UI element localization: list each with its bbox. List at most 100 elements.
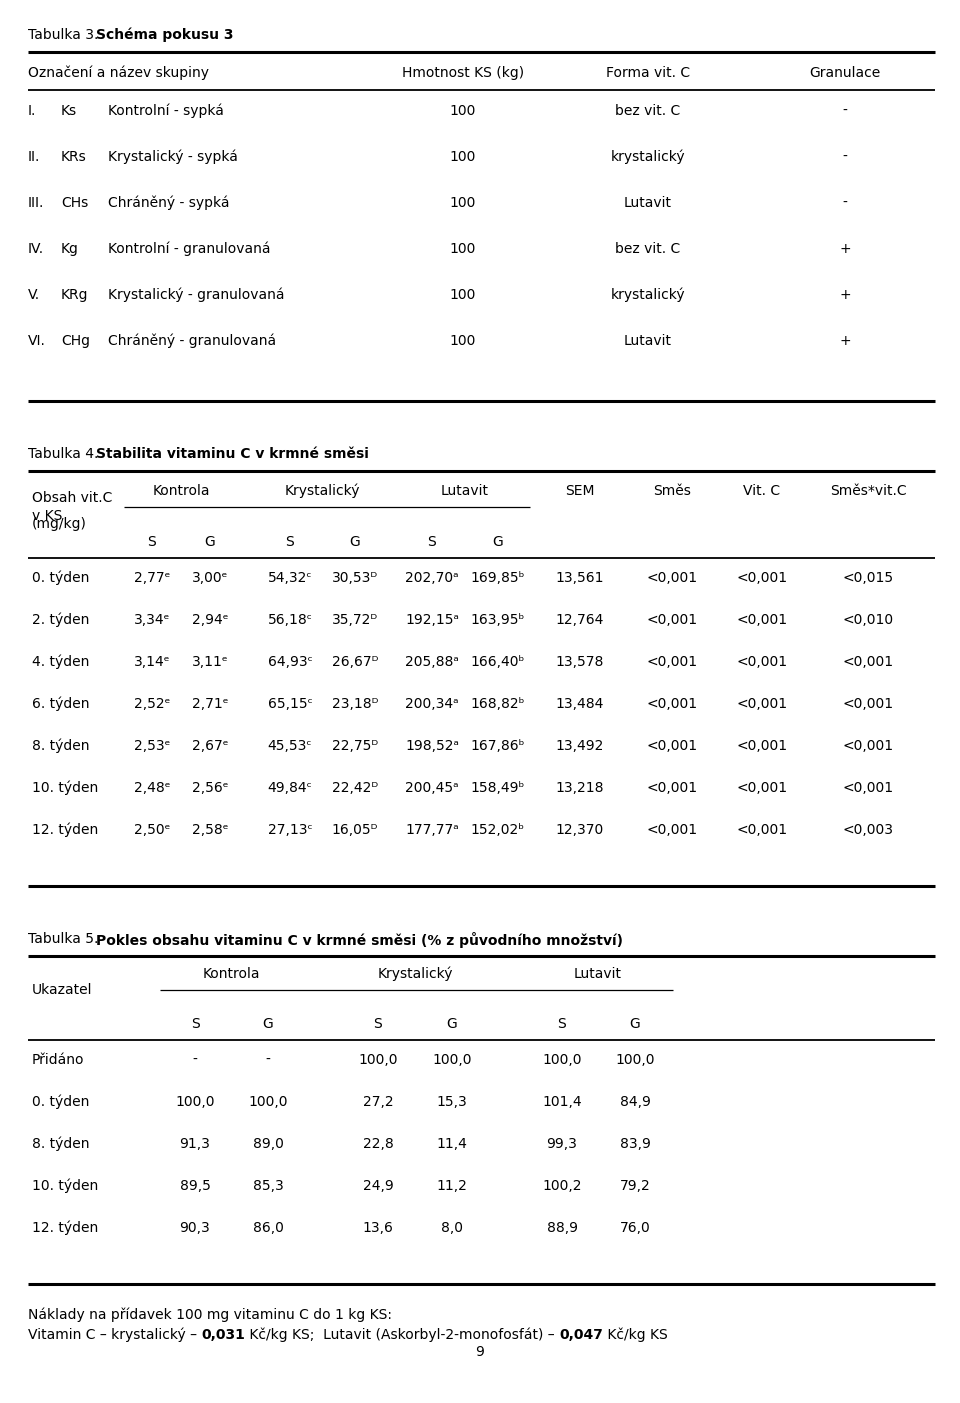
Text: 2,52ᵉ: 2,52ᵉ [133,697,170,711]
Text: 152,02ᵇ: 152,02ᵇ [471,824,525,838]
Text: 13,492: 13,492 [556,739,604,753]
Text: 202,70ᵃ: 202,70ᵃ [405,571,459,585]
Text: S: S [373,1017,382,1031]
Text: 13,6: 13,6 [363,1221,394,1235]
Text: +: + [839,288,851,302]
Text: 100,0: 100,0 [615,1054,655,1068]
Text: <0,001: <0,001 [736,571,787,585]
Text: 2,50ᵉ: 2,50ᵉ [133,824,170,838]
Text: 169,85ᵇ: 169,85ᵇ [470,571,525,585]
Text: Směs*vit.C: Směs*vit.C [829,484,906,498]
Text: 49,84ᶜ: 49,84ᶜ [268,781,312,796]
Text: 13,484: 13,484 [556,697,604,711]
Text: Pokles obsahu vitaminu C v krmné směsi (% z původního množství): Pokles obsahu vitaminu C v krmné směsi (… [96,932,623,948]
Text: 100,0: 100,0 [542,1054,582,1068]
Text: 100: 100 [450,241,476,255]
Text: <0,001: <0,001 [646,781,698,796]
Text: Lutavit: Lutavit [624,196,672,210]
Text: 89,0: 89,0 [252,1136,283,1150]
Text: Lutavit: Lutavit [574,967,622,981]
Text: Krystalický: Krystalický [284,484,360,498]
Text: 3,34ᵉ: 3,34ᵉ [133,613,170,627]
Text: 2,53ᵉ: 2,53ᵉ [133,739,170,753]
Text: <0,001: <0,001 [843,781,894,796]
Text: 3,14ᵉ: 3,14ᵉ [133,655,170,669]
Text: 4. týden: 4. týden [32,655,89,669]
Text: VI.: VI. [28,334,46,348]
Text: 100,0: 100,0 [432,1054,471,1068]
Text: 163,95ᵇ: 163,95ᵇ [470,613,525,627]
Text: 8. týden: 8. týden [32,739,89,753]
Text: Kč/kg KS;  Lutavit (Askorbyl-2-monofosfát) –: Kč/kg KS; Lutavit (Askorbyl-2-monofosfát… [245,1329,560,1343]
Text: Tabulka 3.: Tabulka 3. [28,28,103,42]
Text: 13,218: 13,218 [556,781,604,796]
Text: S: S [286,535,295,549]
Text: S: S [148,535,156,549]
Text: G: G [630,1017,640,1031]
Text: -: - [266,1054,271,1068]
Text: krystalický: krystalický [611,150,685,164]
Text: 13,561: 13,561 [556,571,604,585]
Text: Označení a název skupiny: Označení a název skupiny [28,66,209,80]
Text: S: S [191,1017,200,1031]
Text: <0,001: <0,001 [646,824,698,838]
Text: SEM: SEM [565,484,595,498]
Text: 90,3: 90,3 [180,1221,210,1235]
Text: S: S [558,1017,566,1031]
Text: 3,00ᵉ: 3,00ᵉ [192,571,228,585]
Text: 3,11ᵉ: 3,11ᵉ [192,655,228,669]
Text: 2,48ᵉ: 2,48ᵉ [133,781,170,796]
Text: 91,3: 91,3 [180,1136,210,1150]
Text: Vit. C: Vit. C [743,484,780,498]
Text: Ks: Ks [61,104,77,118]
Text: 2,56ᵉ: 2,56ᵉ [192,781,228,796]
Text: Forma vit. C: Forma vit. C [606,66,690,80]
Text: 200,34ᵃ: 200,34ᵃ [405,697,459,711]
Text: bez vit. C: bez vit. C [615,241,681,255]
Text: 166,40ᵇ: 166,40ᵇ [470,655,525,669]
Text: (mg/kg): (mg/kg) [32,516,86,530]
Text: 22,42ᴰ: 22,42ᴰ [332,781,378,796]
Text: 79,2: 79,2 [619,1179,650,1193]
Text: Ukazatel: Ukazatel [32,984,92,998]
Text: Schéma pokusu 3: Schéma pokusu 3 [96,28,233,42]
Text: 76,0: 76,0 [619,1221,650,1235]
Text: G: G [446,1017,457,1031]
Text: <0,001: <0,001 [736,613,787,627]
Text: G: G [263,1017,274,1031]
Text: 100,0: 100,0 [249,1094,288,1108]
Text: 56,18ᶜ: 56,18ᶜ [268,613,312,627]
Text: Lutavit: Lutavit [624,334,672,348]
Text: <0,001: <0,001 [736,739,787,753]
Text: 0,031: 0,031 [202,1329,245,1343]
Text: Kč/kg KS: Kč/kg KS [603,1329,668,1343]
Text: 12,370: 12,370 [556,824,604,838]
Text: <0,001: <0,001 [736,655,787,669]
Text: 2,67ᵉ: 2,67ᵉ [192,739,228,753]
Text: 11,4: 11,4 [437,1136,468,1150]
Text: 192,15ᵃ: 192,15ᵃ [405,613,459,627]
Text: 167,86ᵇ: 167,86ᵇ [470,739,525,753]
Text: 6. týden: 6. týden [32,697,89,711]
Text: 12. týden: 12. týden [32,1221,98,1235]
Text: +: + [839,241,851,255]
Text: 99,3: 99,3 [546,1136,577,1150]
Text: 83,9: 83,9 [619,1136,651,1150]
Text: 26,67ᴰ: 26,67ᴰ [332,655,378,669]
Text: 22,8: 22,8 [363,1136,394,1150]
Text: Náklady na přídavek 100 mg vitaminu C do 1 kg KS:: Náklady na přídavek 100 mg vitaminu C do… [28,1308,392,1323]
Text: Kontrola: Kontrola [203,967,260,981]
Text: 168,82ᵇ: 168,82ᵇ [470,697,525,711]
Text: 84,9: 84,9 [619,1094,651,1108]
Text: 205,88ᵃ: 205,88ᵃ [405,655,459,669]
Text: 89,5: 89,5 [180,1179,210,1193]
Text: Hmotnost KS (kg): Hmotnost KS (kg) [402,66,524,80]
Text: G: G [204,535,215,549]
Text: 8,0: 8,0 [441,1221,463,1235]
Text: Tabulka 4.: Tabulka 4. [28,448,103,462]
Text: 27,13ᶜ: 27,13ᶜ [268,824,312,838]
Text: -: - [193,1054,198,1068]
Text: Krystalický - sypká: Krystalický - sypká [108,150,238,164]
Text: -: - [843,150,848,164]
Text: -: - [843,196,848,210]
